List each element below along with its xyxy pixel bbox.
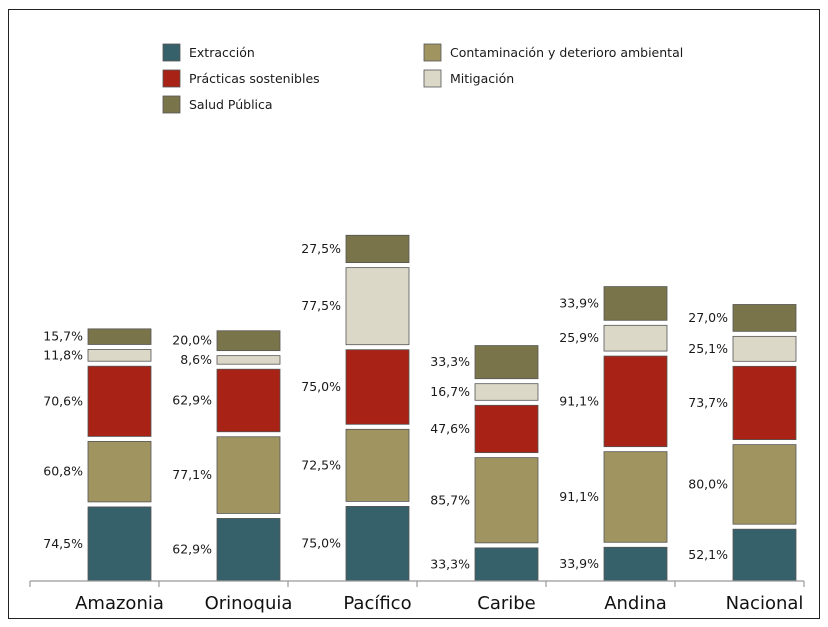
- legend-swatch: [162, 95, 181, 114]
- bar-segment-salud-publica: [474, 345, 539, 380]
- bar-segment-extraccion: [216, 518, 281, 582]
- data-label: 77,5%: [301, 298, 341, 313]
- bar-segment-mitigacion: [345, 267, 410, 346]
- data-label: 25,9%: [559, 330, 599, 345]
- bar-segment-contaminacion-y-deterioro-ambiental: [87, 441, 152, 503]
- bar-segment-extraccion: [603, 546, 668, 582]
- data-label: 20,0%: [172, 333, 212, 348]
- data-label: 77,1%: [172, 467, 212, 482]
- data-label: 33,9%: [559, 556, 599, 571]
- data-label: 33,3%: [430, 354, 470, 369]
- data-label: 91,1%: [559, 393, 599, 408]
- legend-label: Mitigación: [450, 71, 514, 86]
- bar-stack-andina: 33,9% 91,1% 91,1% 25,9% 33,9%: [559, 286, 668, 582]
- legend-label: Contaminación y deterioro ambiental: [450, 45, 683, 60]
- legend-swatch: [423, 69, 442, 88]
- legend-item-mitigacion: Mitigación: [423, 69, 514, 88]
- data-label: 27,5%: [301, 241, 341, 256]
- x-tick-label: Andina: [604, 593, 667, 614]
- data-label: 75,0%: [301, 536, 341, 551]
- bar-segment-contaminacion-y-deterioro-ambiental: [603, 451, 668, 543]
- data-label: 33,3%: [430, 556, 470, 571]
- bar-segment-salud-publica: [603, 286, 668, 321]
- bar-segment-mitigacion: [87, 349, 152, 362]
- bar-stack-pacifico: 75,0% 72,5% 75,0% 77,5% 27,5%: [301, 234, 410, 582]
- data-label: 70,6%: [43, 393, 83, 408]
- data-label: 85,7%: [430, 492, 470, 507]
- data-label: 62,9%: [172, 392, 212, 407]
- bars: 74,5%60,8%70,6%11,8%15,7%62,9%77,1%62,9%…: [43, 234, 797, 582]
- x-tick-label: Orinoquia: [205, 593, 293, 614]
- data-label: 52,1%: [688, 547, 728, 562]
- legend-swatch: [162, 43, 181, 62]
- data-label: 47,6%: [430, 421, 470, 436]
- bar-segment-contaminacion-y-deterioro-ambiental: [732, 444, 797, 525]
- bar-segment-practicas-sostenibles: [345, 349, 410, 425]
- data-label: 72,5%: [301, 457, 341, 472]
- legend-item-extraccion: Extracción: [162, 43, 255, 62]
- bar-segment-practicas-sostenibles: [216, 368, 281, 433]
- bar-segment-extraccion: [474, 547, 539, 582]
- x-tick-label: Caribe: [477, 593, 536, 614]
- bar-segment-extraccion: [345, 506, 410, 582]
- data-label: 74,5%: [43, 536, 83, 551]
- bar-segment-contaminacion-y-deterioro-ambiental: [474, 457, 539, 544]
- x-axis: Amazonia Orinoquia Pacífico Caribe Andina Nac…: [29, 580, 805, 614]
- data-label: 16,7%: [430, 384, 470, 399]
- data-label: 73,7%: [688, 395, 728, 410]
- legend-label: Prácticas sostenibles: [189, 71, 320, 86]
- legend-item-practicas-sostenibles: Prácticas sostenibles: [162, 69, 320, 88]
- bar-segment-practicas-sostenibles: [474, 404, 539, 454]
- data-label: 8,6%: [180, 352, 212, 367]
- data-label: 33,9%: [559, 295, 599, 310]
- bar-segment-contaminacion-y-deterioro-ambiental: [345, 428, 410, 502]
- data-label: 75,0%: [301, 379, 341, 394]
- bar-segment-mitigacion: [603, 324, 668, 352]
- bar-segment-mitigacion: [216, 355, 281, 365]
- bar-segment-salud-publica: [732, 304, 797, 332]
- data-label: 25,1%: [688, 341, 728, 356]
- bar-segment-salud-publica: [216, 330, 281, 352]
- bar-segment-mitigacion: [732, 335, 797, 362]
- data-label: 91,1%: [559, 489, 599, 504]
- bar-stack-caribe: 33,3% 85,7% 47,6% 16,7% 33,3%: [430, 345, 539, 582]
- data-label: 60,8%: [43, 464, 83, 479]
- bar-segment-practicas-sostenibles: [603, 355, 668, 448]
- legend: Extracción Contaminación y deterioro ambi…: [162, 43, 683, 114]
- data-label: 15,7%: [43, 329, 83, 344]
- bar-segment-extraccion: [87, 506, 152, 582]
- data-label: 80,0%: [688, 476, 728, 491]
- bar-segment-contaminacion-y-deterioro-ambiental: [216, 436, 281, 514]
- bar-stack-orinoquia: 62,9% 77,1% 62,9% 8,6% 20,0%: [172, 330, 281, 582]
- bar-segment-practicas-sostenibles: [87, 365, 152, 437]
- x-tick-label: Amazonia: [75, 593, 164, 614]
- bar-stack-nacional: 52,1% 80,0% 73,7% 25,1% 27,0%: [688, 304, 797, 582]
- bar-segment-salud-publica: [345, 234, 410, 264]
- x-tick-label: Pacífico: [343, 593, 411, 614]
- legend-label: Salud Pública: [189, 97, 273, 112]
- legend-swatch: [423, 43, 442, 62]
- bar-stack-amazonia: 74,5% 60,8% 70,6% 11,8% 15,7%: [43, 328, 152, 582]
- data-label: 62,9%: [172, 542, 212, 557]
- legend-label: Extracción: [189, 45, 255, 60]
- bar-segment-extraccion: [732, 528, 797, 582]
- legend-swatch: [162, 69, 181, 88]
- bar-segment-mitigacion: [474, 383, 539, 401]
- data-label: 11,8%: [43, 347, 83, 362]
- legend-item-salud-publica: Salud Pública: [162, 95, 273, 114]
- bar-segment-practicas-sostenibles: [732, 365, 797, 441]
- legend-item-contaminacion-y-deterioro-ambiental: Contaminación y deterioro ambiental: [423, 43, 683, 62]
- bar-segment-salud-publica: [87, 328, 152, 345]
- data-label: 27,0%: [688, 310, 728, 325]
- x-tick-label: Nacional: [726, 593, 804, 614]
